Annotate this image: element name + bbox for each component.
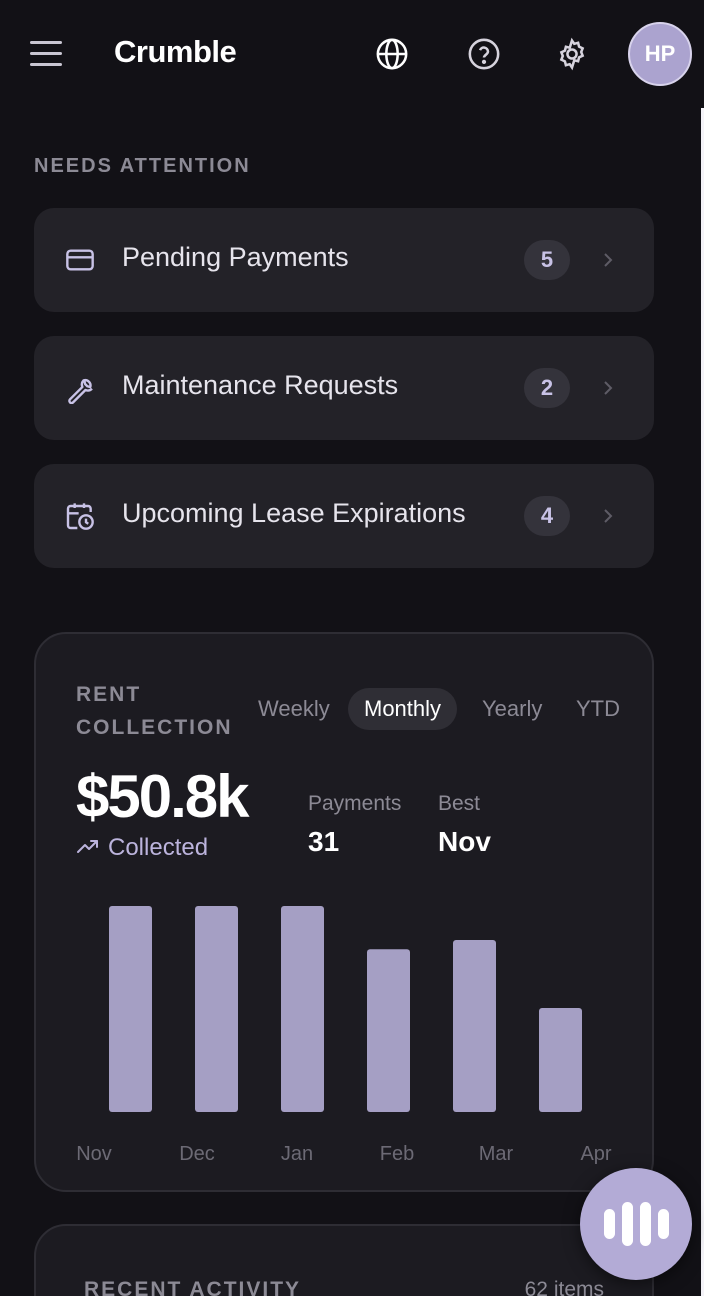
bar-jan[interactable] [281,906,324,1112]
collected-label: Collected [108,834,209,861]
tab-monthly[interactable]: Monthly [348,688,458,730]
tab-weekly[interactable]: Weekly [258,696,330,721]
bar-feb[interactable] [367,949,410,1112]
bar-mar[interactable] [453,939,496,1112]
best-value: Nov [438,826,491,857]
chevron-right-icon [598,250,618,270]
menu-icon[interactable] [26,36,66,72]
collected-caption: Collected [76,834,208,862]
chevron-right-icon [598,506,618,526]
maintenance-requests-card[interactable]: Maintenance Requests 2 [34,336,654,440]
rent-collection-card: RENT COLLECTION Weekly Monthly Yearly YT… [34,632,654,1192]
pending-payments-card[interactable]: Pending Payments 5 [34,208,654,312]
help-icon[interactable] [464,34,504,74]
needs-attention-label: NEEDS ATTENTION [34,155,251,177]
tab-ytd[interactable]: YTD [576,696,620,721]
x-tick-label: Jan [281,1143,313,1165]
count-badge: 4 [524,496,570,536]
voice-waveform-icon [603,1209,615,1239]
bar-apr[interactable] [539,1007,582,1112]
wrench-icon [64,372,96,405]
gear-icon[interactable] [552,34,592,74]
credit-card-icon [64,244,96,276]
rent-collection-title: RENT COLLECTION [76,683,233,739]
pending-payments-label: Pending Payments [122,242,349,272]
chevron-right-icon [598,378,618,398]
x-tick-label: Dec [179,1143,215,1165]
calendar-clock-icon [64,500,96,532]
collected-amount: $50.8k [76,763,250,830]
lease-expirations-card[interactable]: Upcoming Lease Expirations 4 [34,464,654,568]
avatar[interactable]: HP [628,22,692,86]
trend-up-icon [76,834,100,862]
count-badge: 5 [524,240,570,280]
lease-expirations-label: Upcoming Lease Expirations [122,498,466,528]
bar-dec[interactable] [195,906,238,1112]
best-label: Best [438,792,481,815]
payments-label: Payments [308,792,402,815]
count-badge: 2 [524,368,570,408]
maintenance-requests-label: Maintenance Requests [122,370,399,400]
payments-value: 31 [308,826,340,857]
x-tick-label: Apr [580,1143,611,1165]
bar-nov[interactable] [109,906,152,1112]
rent-collection-chart: Nov Dec Jan Feb Mar Apr [76,906,612,1165]
app-title: Crumble [114,34,237,69]
x-tick-label: Nov [76,1143,112,1165]
recent-activity-title: RECENT ACTIVITY [84,1278,302,1296]
x-tick-label: Mar [479,1143,514,1165]
globe-icon[interactable] [372,34,412,74]
app-header: Crumble HP [0,0,704,108]
x-tick-label: Feb [380,1143,414,1165]
tab-yearly[interactable]: Yearly [482,696,543,721]
recent-activity-card: RECENT ACTIVITY 62 items [34,1224,654,1296]
recent-activity-count: 62 items [524,1278,604,1296]
voice-assistant-button[interactable] [580,1168,692,1280]
page-edge-divider [701,108,704,1296]
